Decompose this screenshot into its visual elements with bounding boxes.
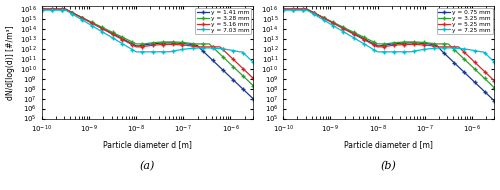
y = 0.75 mm (458, 68, 464, 70)
y = 1.41 mm (217, 66, 223, 68)
Legend: y = 0.75 mm, y = 3.25 mm, y = 5.25 mm, y = 7.25 mm: y = 0.75 mm, y = 3.25 mm, y = 5.25 mm, y… (436, 8, 492, 34)
y = 5.16 mm (230, 58, 236, 61)
y = 1.41 mm (40, 8, 46, 10)
y = 5.25 mm (281, 8, 287, 10)
y = 7.25 mm (281, 9, 287, 11)
y = 1.41 mm (230, 79, 236, 81)
y = 5.25 mm (472, 61, 478, 63)
y = 3.28 mm (250, 84, 256, 87)
y = 3.28 mm (39, 8, 45, 11)
y = 3.25 mm (406, 41, 411, 43)
Legend: y = 1.41 mm, y = 3.28 mm, y = 5.16 mm, y = 7.03 mm: y = 1.41 mm, y = 3.28 mm, y = 5.16 mm, y… (195, 8, 252, 34)
y = 3.25 mm (281, 8, 287, 11)
y = 1.41 mm (164, 42, 170, 44)
y = 3.25 mm (458, 55, 464, 57)
y = 5.16 mm (250, 77, 256, 79)
y = 0.75 mm (280, 8, 286, 10)
y = 7.03 mm (164, 51, 170, 53)
y = 0.75 mm (281, 8, 287, 10)
y = 5.16 mm (164, 43, 170, 46)
Line: y = 7.25 mm: y = 7.25 mm (281, 8, 497, 65)
y = 1.41 mm (168, 42, 174, 44)
Line: y = 5.25 mm: y = 5.25 mm (281, 7, 497, 83)
y = 5.16 mm (39, 8, 45, 10)
y = 3.28 mm (164, 41, 170, 43)
Line: y = 1.41 mm: y = 1.41 mm (40, 7, 256, 101)
y = 3.28 mm (40, 8, 46, 11)
y = 0.75 mm (492, 100, 498, 102)
y = 5.25 mm (406, 43, 412, 46)
y = 3.25 mm (410, 41, 416, 43)
y = 0.75 mm (472, 81, 478, 83)
y = 7.03 mm (40, 9, 46, 11)
y = 3.25 mm (406, 41, 412, 43)
X-axis label: Particle diameter d [m]: Particle diameter d [m] (103, 140, 192, 149)
Line: y = 3.25 mm: y = 3.25 mm (281, 7, 497, 90)
y = 7.03 mm (250, 61, 256, 63)
y = 7.25 mm (406, 51, 411, 53)
y = 7.25 mm (458, 48, 464, 50)
y = 7.03 mm (39, 9, 45, 11)
y = 5.25 mm (280, 8, 286, 10)
y = 5.25 mm (406, 43, 411, 46)
y = 7.03 mm (217, 48, 223, 50)
y = 3.28 mm (168, 41, 174, 43)
Line: y = 0.75 mm: y = 0.75 mm (281, 7, 497, 103)
y = 7.03 mm (164, 51, 170, 53)
Line: y = 5.16 mm: y = 5.16 mm (40, 7, 256, 81)
y = 5.25 mm (458, 48, 464, 51)
y = 3.25 mm (472, 68, 478, 70)
y = 1.41 mm (250, 98, 256, 100)
y = 7.25 mm (472, 49, 478, 52)
y = 5.16 mm (168, 43, 174, 46)
y = 0.75 mm (406, 42, 412, 44)
y = 7.25 mm (406, 51, 412, 53)
y = 7.03 mm (230, 49, 236, 52)
y = 5.16 mm (217, 46, 223, 48)
Y-axis label: dN/d[log(d)] [#/m³]: dN/d[log(d)] [#/m³] (6, 25, 15, 100)
y = 3.25 mm (492, 87, 498, 89)
y = 3.28 mm (230, 66, 236, 68)
y = 7.25 mm (410, 50, 416, 53)
y = 5.25 mm (410, 43, 416, 46)
y = 3.28 mm (217, 53, 223, 55)
y = 3.25 mm (280, 8, 286, 11)
y = 0.75 mm (410, 42, 416, 44)
y = 5.25 mm (492, 80, 498, 82)
Text: (b): (b) (381, 161, 397, 172)
y = 5.16 mm (40, 8, 46, 10)
Line: y = 7.03 mm: y = 7.03 mm (40, 8, 256, 65)
y = 1.41 mm (164, 42, 170, 44)
y = 7.25 mm (492, 61, 498, 63)
y = 0.75 mm (406, 42, 411, 44)
Text: (a): (a) (140, 161, 155, 172)
y = 7.25 mm (280, 9, 286, 11)
y = 3.28 mm (164, 41, 170, 43)
y = 5.16 mm (164, 43, 170, 46)
y = 1.41 mm (39, 8, 45, 10)
y = 7.03 mm (168, 50, 174, 53)
X-axis label: Particle diameter d [m]: Particle diameter d [m] (344, 140, 434, 149)
Line: y = 3.28 mm: y = 3.28 mm (40, 7, 256, 88)
